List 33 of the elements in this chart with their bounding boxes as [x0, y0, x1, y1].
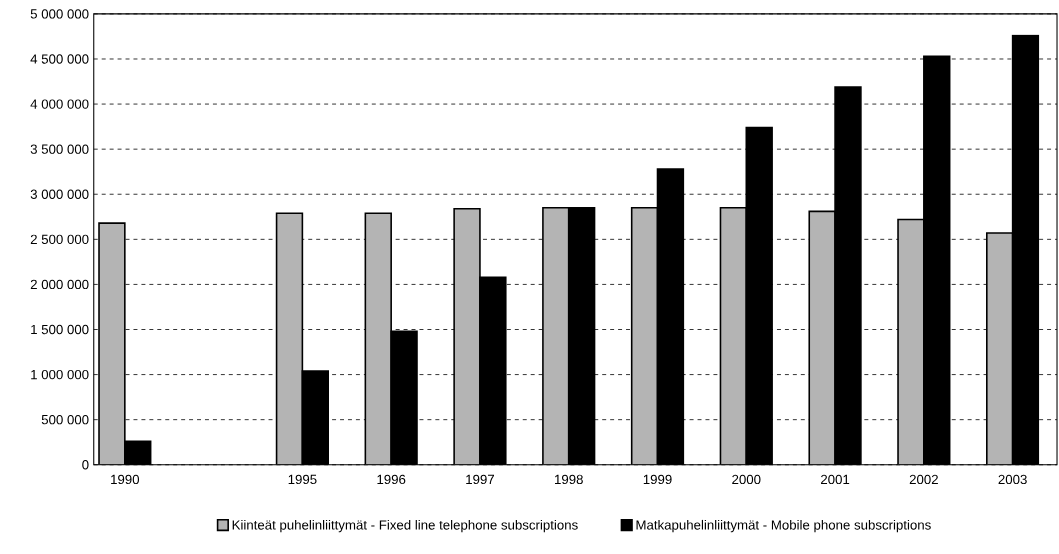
- x-tick-label: 1999: [643, 474, 672, 485]
- legend-label: Kiinteät puhelinliittymät - Fixed line telephone subscriptions: [232, 519, 578, 533]
- x-tick-label: 1998: [555, 474, 583, 485]
- y-tick-label: 2 500 000: [30, 234, 89, 244]
- y-tick-label: 5 000 000: [30, 9, 89, 19]
- legend-label: Matkapuhelinliittymät - Mobile phone subscriptions: [636, 519, 931, 533]
- bar: [542, 206, 570, 465]
- y-tick-label: 0: [82, 460, 89, 470]
- y-tick-label: 4 000 000: [30, 99, 89, 109]
- y-tick-label: 3 500 000: [30, 144, 89, 154]
- bar: [719, 206, 748, 465]
- y-tick-label: 3 000 000: [30, 189, 89, 199]
- bar: [453, 207, 481, 465]
- x-tick-label: 2002: [909, 474, 938, 485]
- y-tick-label: 500 000: [41, 414, 89, 425]
- bar: [98, 222, 126, 465]
- x-tick-label: 1990: [111, 474, 140, 485]
- x-tick-label: 2003: [998, 474, 1027, 485]
- bar: [897, 218, 925, 465]
- x-tick-label: 1995: [288, 474, 317, 485]
- x-tick-label: 1997: [466, 474, 495, 485]
- y-tick-label: 1 000 000: [31, 369, 89, 380]
- y-tick-label: 2 000 000: [30, 279, 89, 290]
- x-tick-label: 2000: [732, 474, 761, 485]
- bar: [986, 232, 1014, 465]
- x-tick-label: 2001: [821, 474, 850, 485]
- bar: [808, 210, 836, 465]
- bar: [630, 206, 659, 465]
- y-tick-label: 4 500 000: [30, 54, 89, 64]
- x-tick-label: 1996: [377, 474, 406, 485]
- bar: [364, 212, 392, 465]
- bar: [275, 212, 304, 465]
- y-tick-label: 1 500 000: [31, 324, 89, 335]
